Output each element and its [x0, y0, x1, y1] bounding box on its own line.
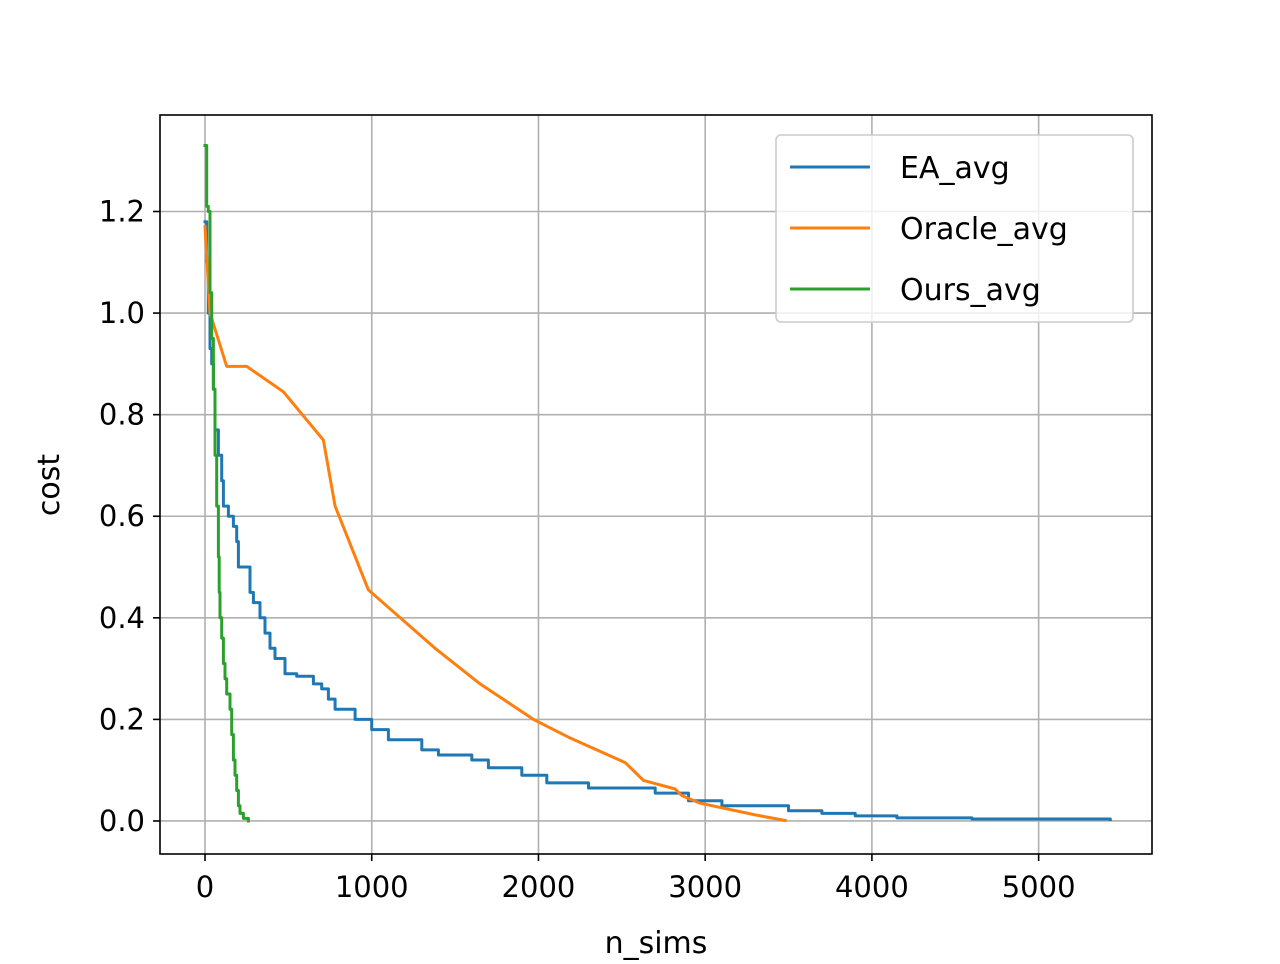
x-tick-label: 5000 — [1002, 870, 1076, 904]
legend: EA_avg Oracle_avg Ours_avg — [775, 134, 1134, 323]
y-tick-label: 1.0 — [99, 296, 145, 330]
x-tick-label: 2000 — [502, 870, 576, 904]
legend-label-ours-avg: Ours_avg — [900, 273, 1041, 308]
legend-label-ea-avg: EA_avg — [900, 151, 1010, 186]
legend-box — [775, 134, 1134, 323]
x-axis-label: n_sims — [605, 926, 708, 960]
series-line-oracle-avg — [203, 225, 787, 823]
plot-frame — [159, 114, 1153, 855]
y-tick-label: 0.4 — [99, 601, 145, 635]
gridlines — [160, 115, 1152, 854]
series-line-ea-avg — [203, 220, 1112, 821]
y-axis-label: cost — [32, 454, 67, 516]
series-lines — [203, 144, 1112, 823]
series-line-ours-avg — [203, 144, 250, 823]
legend-label-oracle-avg: Oracle_avg — [900, 212, 1068, 247]
y-tick-label: 0.2 — [99, 702, 145, 736]
x-tick-label: 0 — [196, 870, 214, 904]
x-tick-label: 4000 — [835, 870, 909, 904]
y-tick-label: 0.0 — [99, 804, 145, 838]
axis-ticks: 0 1000 2000 3000 4000 5000 0.0 0.2 0.4 0.6 0.8 1.0 1… — [99, 195, 1076, 904]
x-tick-label: 3000 — [668, 870, 742, 904]
x-tick-label: 1000 — [335, 870, 409, 904]
y-tick-label: 1.2 — [99, 195, 145, 229]
y-tick-label: 0.8 — [99, 398, 145, 432]
y-tick-label: 0.6 — [99, 499, 145, 533]
